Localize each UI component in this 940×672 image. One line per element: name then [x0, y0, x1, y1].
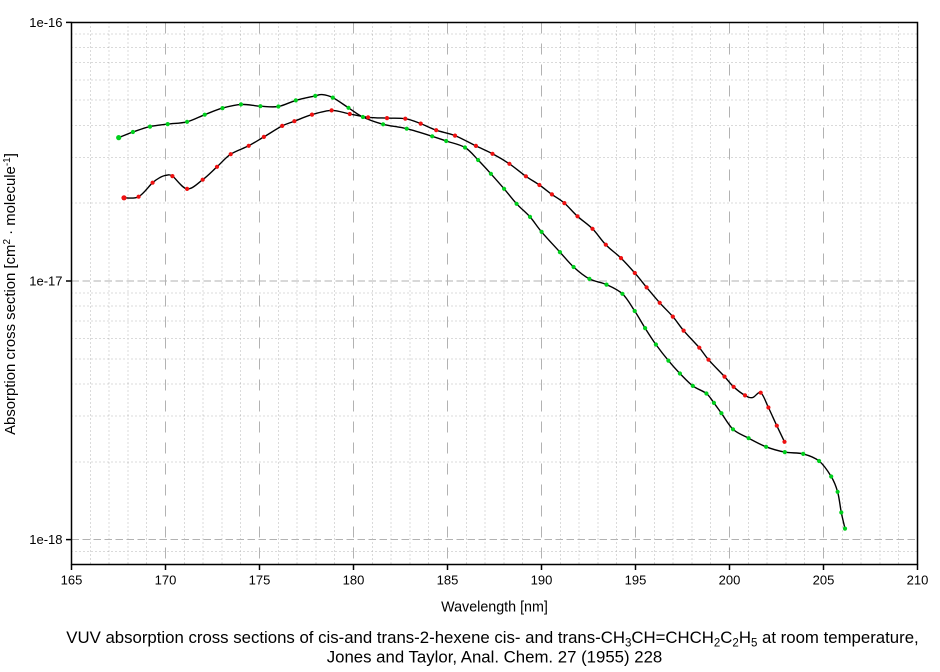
svg-text:205: 205 [813, 573, 835, 588]
svg-text:210: 210 [907, 573, 929, 588]
svg-text:VUV absorption cross sections: VUV absorption cross sections of cis-and… [66, 628, 918, 650]
svg-text:170: 170 [155, 573, 177, 588]
svg-text:Wavelength [nm]: Wavelength [nm] [441, 600, 548, 616]
svg-text:1e-16: 1e-16 [29, 15, 62, 30]
svg-text:200: 200 [719, 573, 741, 588]
svg-text:1e-17: 1e-17 [29, 274, 62, 289]
svg-text:Jones and Taylor, Anal. Chem.: Jones and Taylor, Anal. Chem. 27 (1955) … [327, 648, 663, 667]
svg-text:180: 180 [343, 573, 365, 588]
svg-text:Absorption cross section [cm2: Absorption cross section [cm2 · molecule… [2, 153, 19, 435]
svg-text:165: 165 [61, 573, 83, 588]
svg-text:175: 175 [249, 573, 271, 588]
svg-text:1e-18: 1e-18 [29, 532, 62, 547]
svg-text:195: 195 [625, 573, 647, 588]
svg-text:190: 190 [531, 573, 553, 588]
svg-text:185: 185 [437, 573, 459, 588]
